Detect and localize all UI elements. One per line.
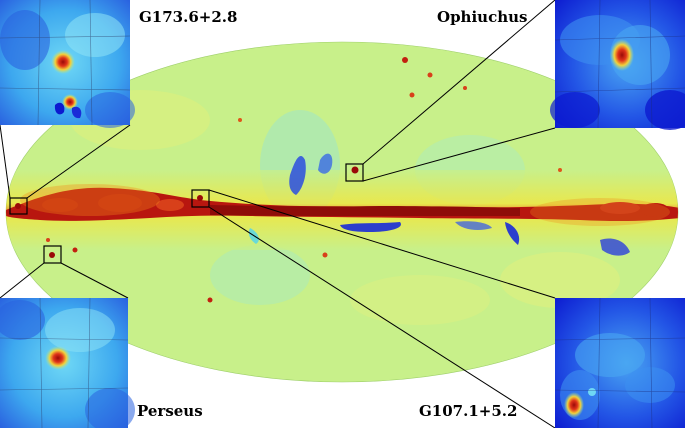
compact-source (409, 92, 415, 98)
compact-source (238, 118, 242, 122)
emission-clump (156, 199, 184, 211)
sky-warm-patch (500, 252, 620, 308)
compact-source (402, 57, 408, 63)
inset-g107-grid (554, 297, 685, 428)
inset-ophiuchus-dark-region (645, 90, 685, 130)
leader-g107-a (208, 189, 556, 299)
sky-warm-patch (350, 275, 490, 325)
inset-ophiuchus-hotspot (610, 39, 634, 71)
leader-ophiuchus-a (362, 0, 556, 165)
inset-g173-cool-region (85, 92, 135, 128)
label-ophiuchus: Ophiuchus (437, 8, 528, 26)
inset-ophiuchus-dark-region (550, 92, 600, 128)
label-perseus: Perseus (137, 402, 203, 420)
inset-g107-light-region (625, 367, 675, 403)
cold-feature (600, 238, 630, 256)
marker-perseus (43, 245, 62, 264)
compact-source (49, 252, 55, 258)
inset-g107-source (588, 388, 596, 396)
cold-feature (455, 221, 492, 230)
emission-clump (98, 194, 142, 212)
emission-clump (641, 203, 669, 217)
inset-g173-grid (0, 0, 131, 126)
inset-ophiuchus-grid (554, 0, 685, 129)
cold-feature (289, 155, 306, 195)
region-markers (9, 163, 364, 264)
leader-ophiuchus-b (362, 127, 556, 182)
marker-g107 (191, 189, 210, 208)
inset-perseus-dark-region (85, 388, 135, 428)
label-g107: G107.1+5.2 (419, 402, 518, 420)
compact-source (322, 252, 328, 258)
leader-perseus-a (0, 262, 45, 299)
inset-perseus (0, 297, 135, 428)
inset-g107 (554, 297, 685, 428)
plane-halo (20, 184, 160, 216)
compact-source (558, 168, 562, 172)
plane-halo (530, 198, 670, 226)
inset-perseus-grid (0, 297, 129, 428)
cold-feature (318, 153, 333, 174)
compact-source (351, 166, 359, 174)
inset-g173-dark-blob (54, 102, 65, 115)
sky-map (5, 41, 679, 383)
inset-perseus-hotspot (45, 346, 71, 370)
compact-source (46, 238, 50, 242)
compact-source (72, 247, 78, 253)
sky-cool-patch (210, 245, 310, 305)
compact-source (427, 72, 433, 78)
cold-feature (505, 222, 520, 245)
inset-g173-cool-region (0, 10, 50, 70)
emission-clump (600, 202, 640, 214)
inset-ophiuchus (550, 0, 685, 130)
inset-g173-dark-blob (71, 106, 82, 119)
inset-perseus-dark-region (0, 300, 45, 340)
marker-ophiuchus (345, 163, 364, 182)
leader-g107-b (208, 206, 556, 428)
galactic-plane-core (210, 205, 520, 216)
inset-g173-light-region (65, 13, 125, 57)
inset-g107-hotspot (564, 392, 584, 418)
leader-perseus-b (60, 262, 129, 299)
label-g173: G173.6+2.8 (139, 8, 238, 26)
compact-source (207, 297, 213, 303)
marker-g173 (9, 197, 28, 215)
compact-source (15, 203, 21, 209)
emission-clump (42, 198, 78, 212)
leader-lines (0, 0, 556, 428)
cold-feature (340, 222, 401, 232)
inset-g173-hotspot (51, 50, 75, 74)
leader-g173-a (0, 124, 11, 199)
compact-source (197, 195, 203, 201)
inset-g173-hotspot-secondary (62, 94, 78, 110)
leader-g173-b (26, 124, 131, 199)
inset-perseus-light-region (45, 308, 115, 352)
inset-g173 (0, 0, 135, 128)
inset-g107-light-region (575, 333, 645, 377)
compact-source (463, 86, 467, 90)
